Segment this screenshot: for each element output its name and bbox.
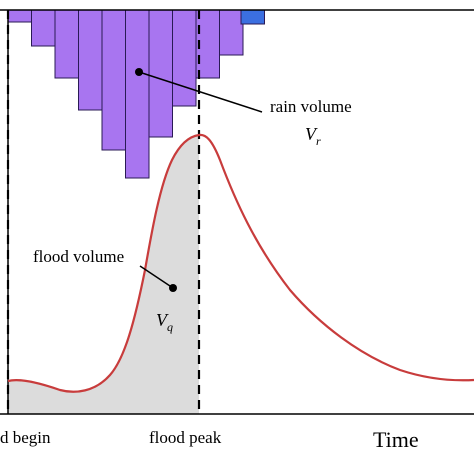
rain-bar [31,9,56,47]
rain-hyetograph [7,9,265,179]
rain-bar [54,9,79,79]
rain-bar [240,9,265,25]
flood-begin-label: d begin [0,428,51,447]
flood-volume-area [8,135,199,414]
flood-volume-label: flood volume [33,247,124,266]
hydrograph-curve [7,133,474,393]
flood-volume-leader [139,265,174,289]
time-axis-label: Time [373,427,419,452]
rain-volume-leader [138,71,263,113]
rain-volume-symbol: Vr [305,124,321,148]
rain-bar [101,9,126,151]
rain-bar [7,9,32,23]
rain-bar [78,9,103,111]
flood-peak-label: flood peak [149,428,222,447]
rain-bar [148,9,173,138]
rain-bar [125,9,150,179]
rain-bar [219,9,244,56]
rain-bar [172,9,197,107]
rain-volume-label: rain volume [270,97,352,116]
flood-volume-symbol: Vq [156,310,173,334]
